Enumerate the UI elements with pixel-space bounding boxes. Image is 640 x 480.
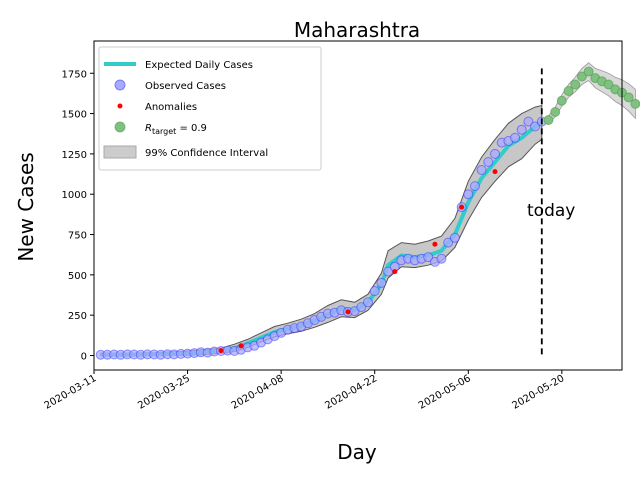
- legend-rtarget-swatch: [114, 121, 126, 133]
- plot-frame: [93, 40, 623, 371]
- y-tick-label: 1250: [62, 150, 87, 161]
- legend-ci-label: 99% Confidence Interval: [145, 148, 268, 159]
- y-tick-label: 750: [68, 231, 87, 242]
- observed-point: [476, 165, 487, 175]
- x-tick-label: 2020-05-20: [511, 373, 567, 412]
- plot-area: [95, 62, 640, 360]
- rtarget-point: [563, 86, 574, 96]
- legend-expected-label: Expected Daily Cases: [145, 60, 253, 71]
- rtarget-point: [583, 66, 594, 77]
- rtarget-point: [623, 92, 634, 103]
- observed-point: [443, 237, 454, 248]
- observed-point: [510, 132, 521, 143]
- y-tick-label: 1000: [62, 190, 87, 201]
- rtarget-point: [630, 98, 640, 109]
- legend-anomaly-swatch: [117, 103, 123, 109]
- y-tick-label: 1500: [62, 110, 87, 121]
- observed-point: [483, 157, 494, 167]
- anomaly-point: [345, 309, 351, 315]
- observed-point: [363, 297, 373, 308]
- legend-observed-swatch: [114, 79, 126, 91]
- observed-point: [490, 148, 500, 159]
- observed-point: [463, 189, 474, 200]
- observed-point: [376, 277, 387, 288]
- observed-point: [356, 302, 367, 313]
- y-axis-label: New Cases: [14, 152, 38, 261]
- legend-box: [98, 46, 322, 171]
- x-tick-label: 2020-04-08: [230, 373, 286, 412]
- today-label: today: [527, 201, 575, 221]
- x-tick-label: 2020-05-06: [417, 373, 473, 412]
- legend-observed-label: Observed Cases: [145, 81, 226, 92]
- anomaly-point: [238, 343, 244, 349]
- rtarget-point: [576, 71, 587, 82]
- observed-point: [449, 232, 460, 243]
- rtarget-point: [550, 107, 561, 117]
- legend-rtarget-label: Rtarget = 0.9: [145, 123, 207, 136]
- observed-point: [436, 253, 447, 264]
- y-tick-label: 500: [68, 271, 87, 282]
- observed-point: [523, 116, 534, 127]
- observed-point: [516, 124, 527, 135]
- observed-point: [369, 286, 380, 296]
- x-axis-label: Day: [337, 440, 377, 464]
- legend-ci-swatch: [103, 145, 137, 159]
- x-tick-label: 2020-04-22: [323, 373, 379, 412]
- x-tick-label: 2020-03-25: [136, 373, 192, 412]
- chart-title: Maharashtra: [294, 18, 420, 42]
- anomaly-point: [218, 348, 224, 354]
- rtarget-point: [603, 79, 614, 90]
- x-tick-label: 2020-03-11: [43, 373, 99, 412]
- y-tick-label: 250: [68, 311, 87, 322]
- observed-point: [423, 252, 434, 263]
- y-tick-label: 1750: [62, 69, 87, 80]
- legend-anomaly-label: Anomalies: [145, 102, 197, 113]
- rtarget-point: [570, 79, 581, 90]
- observed-point: [530, 121, 541, 132]
- projection-band: [548, 62, 636, 126]
- anomaly-point: [459, 204, 465, 210]
- rtarget-point: [543, 115, 554, 125]
- y-tick-label: 0: [81, 351, 87, 362]
- rtarget-point: [556, 95, 567, 106]
- anomaly-point: [392, 269, 398, 275]
- anomaly-point: [432, 241, 438, 247]
- observed-point: [470, 181, 480, 192]
- legend: Expected Daily Cases Observed Cases Anom…: [98, 46, 322, 171]
- anomaly-point: [492, 169, 498, 175]
